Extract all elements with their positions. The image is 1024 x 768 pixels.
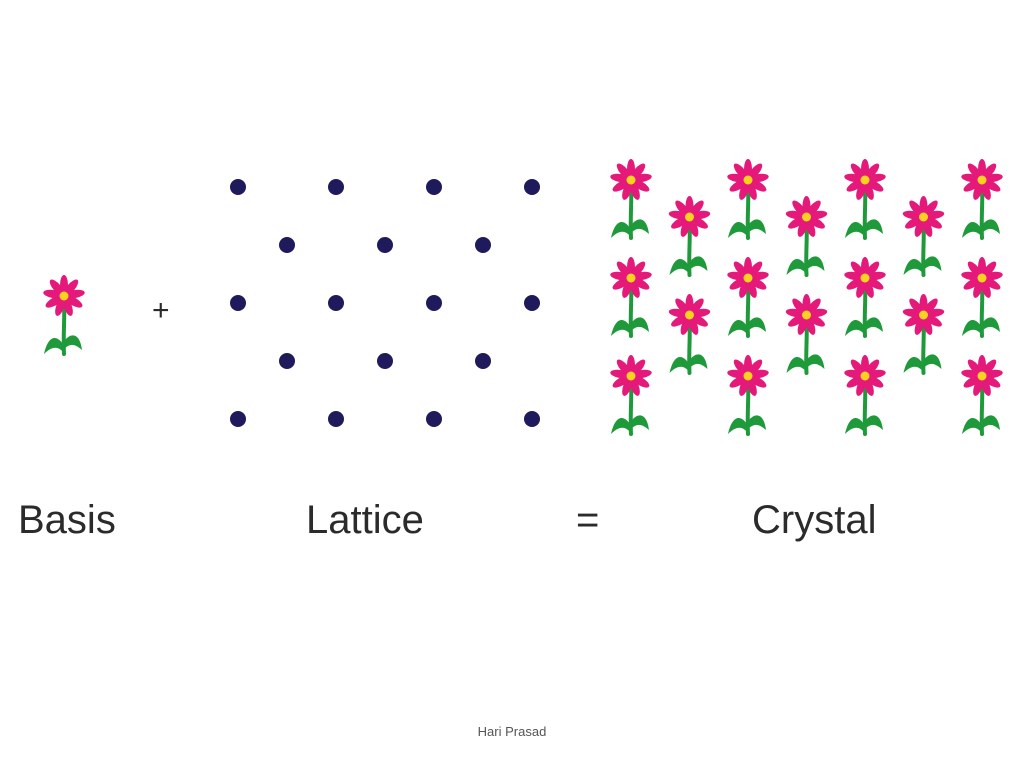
lattice-point	[426, 179, 442, 195]
lattice-point	[377, 353, 393, 369]
crystal-flower	[783, 292, 830, 375]
crystal-flower	[958, 157, 1006, 240]
crystal-flower	[724, 353, 772, 436]
lattice-point	[230, 295, 246, 311]
lattice-point	[426, 411, 442, 427]
lattice-point	[524, 411, 540, 427]
lattice-point	[475, 353, 491, 369]
lattice-point	[426, 295, 442, 311]
author-footer: Hari Prasad	[477, 724, 547, 739]
lattice-point	[230, 179, 246, 195]
crystal-flower	[841, 255, 889, 338]
lattice-point	[279, 353, 295, 369]
equals-operator: =	[576, 498, 600, 542]
crystal-flower	[900, 292, 947, 375]
lattice-point	[475, 237, 491, 253]
crystal-flower	[607, 353, 655, 436]
lattice-point	[230, 411, 246, 427]
crystal-flower	[841, 353, 889, 436]
crystal-flower	[841, 157, 889, 240]
lattice-label: Lattice	[306, 498, 424, 542]
crystal-flower	[724, 157, 772, 240]
crystal-flower	[958, 353, 1006, 436]
crystal-flower	[724, 255, 772, 338]
lattice-point	[524, 179, 540, 195]
lattice-point	[524, 295, 540, 311]
lattice-point	[377, 237, 393, 253]
crystal-flowers	[607, 157, 1006, 436]
plus-operator: +	[152, 294, 170, 327]
crystal-flower	[607, 255, 655, 338]
lattice-point	[328, 295, 344, 311]
basis-flower	[40, 273, 88, 356]
basis-label: Basis	[18, 498, 116, 542]
crystal-flower	[607, 157, 655, 240]
lattice-point	[328, 179, 344, 195]
crystal-flower	[666, 194, 713, 277]
lattice-point	[328, 411, 344, 427]
crystal-flower	[666, 292, 713, 375]
crystal-flower	[900, 194, 947, 277]
crystal-label: Crystal	[752, 498, 877, 542]
lattice-point	[279, 237, 295, 253]
crystal-flower	[783, 194, 830, 277]
lattice-points	[230, 179, 540, 427]
crystal-flower	[958, 255, 1006, 338]
